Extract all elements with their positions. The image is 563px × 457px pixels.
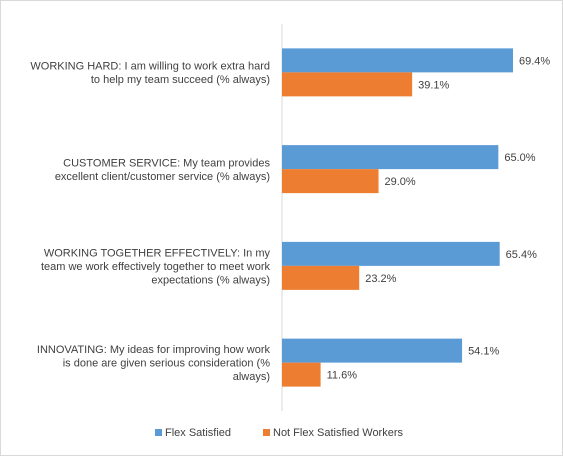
data-label: 65.4%: [506, 249, 537, 261]
data-label: 54.1%: [468, 346, 499, 358]
bar-not-flex-satisfied-3: [282, 362, 321, 387]
bar-not-flex-satisfied-2: [282, 265, 360, 290]
legend-entry: Not Flex Satisfied Workers: [273, 427, 404, 439]
category-label: to help my team succeed (% always): [91, 74, 270, 86]
bar-flex-satisfied-3: [282, 338, 463, 363]
category-label: WORKING TOGETHER EFFECTIVELY: In my: [44, 247, 271, 259]
bar-flex-satisfied-0: [282, 48, 513, 73]
category-label: is done are given serious consideration …: [63, 358, 271, 370]
bar-not-flex-satisfied-0: [282, 72, 413, 97]
category-label: CUSTOMER SERVICE: My team provides: [63, 157, 270, 169]
category-label: WORKING HARD: I am willing to work extra…: [30, 61, 270, 73]
legend-swatch: [263, 429, 270, 436]
category-label: team we work effectively together to mee…: [41, 261, 271, 273]
category-label: expectations (% always): [151, 274, 270, 286]
category-label: always): [233, 371, 270, 383]
data-label: 29.0%: [385, 176, 416, 188]
bar-not-flex-satisfied-1: [282, 169, 379, 194]
data-label: 39.1%: [418, 79, 449, 91]
legend-swatch: [155, 429, 162, 436]
category-label: excellent client/customer service (% alw…: [55, 171, 270, 183]
bar-flex-satisfied-2: [282, 241, 500, 266]
data-label: 11.6%: [327, 370, 358, 382]
bar-flex-satisfied-1: [282, 145, 499, 170]
data-label: 65.0%: [504, 152, 535, 164]
data-label: 23.2%: [365, 273, 396, 285]
category-label: INNOVATING: My ideas for improving how w…: [37, 344, 271, 356]
data-label: 69.4%: [519, 55, 550, 67]
legend-entry: Flex Satisfied: [165, 427, 231, 439]
